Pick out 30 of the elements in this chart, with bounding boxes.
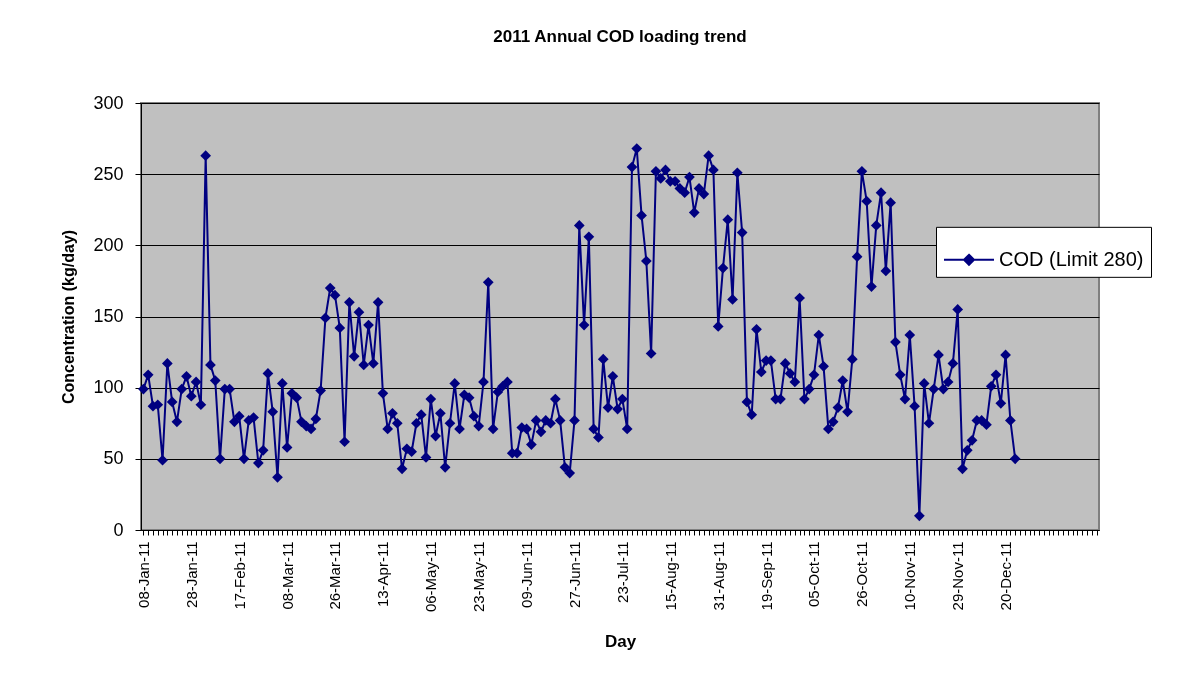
y-tick-label: 100: [93, 377, 124, 398]
legend-label: COD (Limit 280): [999, 247, 1144, 270]
x-tick-label: 10-Nov-11: [901, 541, 919, 611]
x-tick-label: 26-Oct-11: [853, 541, 871, 608]
x-tick-label: 08-Jan-11: [134, 541, 152, 608]
y-tick-label: 150: [93, 306, 124, 326]
x-tick-label: 13-Apr-11: [374, 541, 392, 608]
x-tick-label: 17-Feb-11: [230, 541, 248, 610]
x-tick-label: 15-Aug-11: [661, 541, 679, 611]
x-tick-label: 08-Mar-11: [278, 541, 296, 610]
y-tick-label: 200: [93, 234, 124, 255]
x-tick-label: 19-Sep-11: [757, 541, 775, 611]
x-tick-label: 28-Jan-11: [182, 541, 200, 608]
x-tick-label: 23-Jul-11: [613, 541, 631, 603]
x-tick-label: 06-May-11: [422, 541, 440, 613]
x-tick-label: 27-Jun-11: [565, 541, 583, 608]
x-axis-title: Day: [604, 632, 637, 652]
y-axis-title: Concentration (kg/day): [60, 229, 78, 405]
y-tick-label: 250: [93, 163, 124, 184]
y-tick-label: 0: [113, 519, 124, 540]
x-tick-label: 31-Aug-11: [709, 541, 727, 611]
x-tick-label: 09-Jun-11: [518, 541, 536, 608]
x-tick-label: 05-Oct-11: [805, 541, 823, 608]
y-tick-label: 300: [93, 92, 124, 113]
x-tick-label: 23-May-11: [470, 541, 488, 613]
chart-title: 2011 Annual COD loading trend: [493, 27, 747, 46]
x-tick-label: 20-Dec-11: [997, 541, 1015, 611]
x-tick-label: 26-Mar-11: [326, 541, 344, 610]
x-tick-label: 29-Nov-11: [949, 541, 967, 611]
y-tick-label: 50: [103, 448, 124, 469]
